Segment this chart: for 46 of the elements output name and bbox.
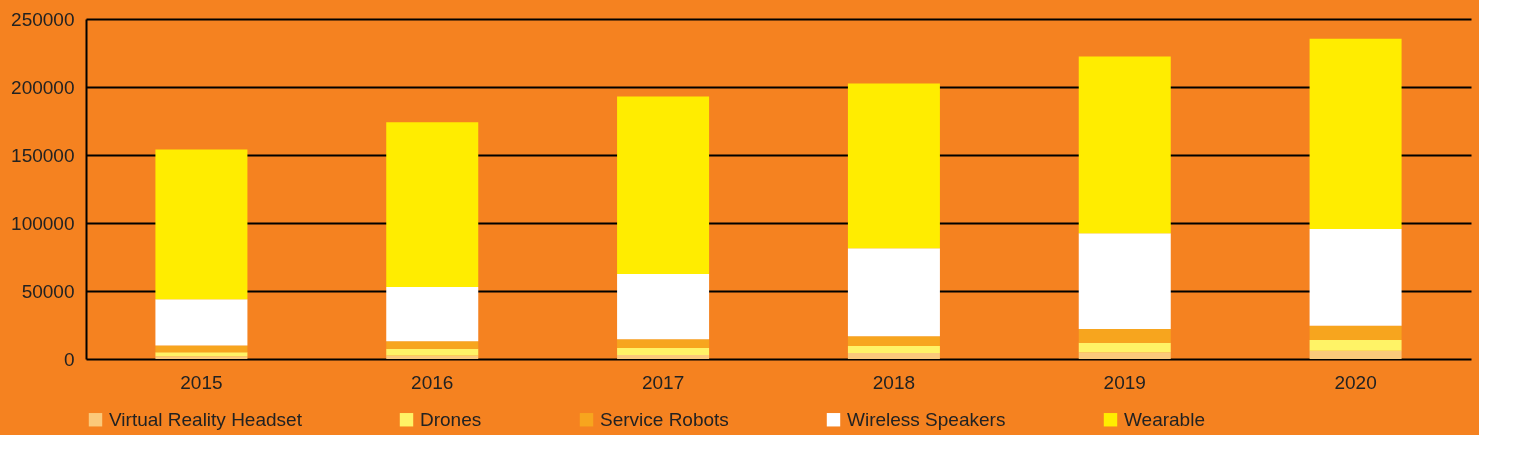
bar — [1309, 325, 1402, 340]
bar — [1078, 352, 1171, 359]
bar — [1309, 229, 1402, 326]
bar — [847, 248, 940, 337]
x-tick-label: 2020 — [1334, 371, 1377, 393]
y-tick-label: 250000 — [11, 8, 75, 30]
bar — [1078, 56, 1171, 234]
y-tick-label: 0 — [63, 348, 75, 370]
bar — [617, 339, 710, 349]
y-tick-label: 200000 — [11, 76, 75, 98]
bar — [1309, 339, 1402, 351]
legend-label: Service Robots — [600, 408, 729, 430]
bar — [386, 122, 479, 287]
x-tick-label: 2018 — [872, 371, 916, 393]
legend-label: Drones — [420, 408, 482, 430]
legend-label: Virtual Reality Headset — [109, 408, 303, 430]
x-tick-label: 2019 — [1103, 371, 1146, 393]
legend-label: Wireless Speakers — [847, 408, 1006, 430]
bar — [847, 346, 940, 353]
bar — [1078, 329, 1171, 343]
bar — [617, 348, 710, 355]
bar — [617, 274, 710, 340]
bar — [1078, 342, 1171, 353]
y-tick-label: 50000 — [21, 280, 75, 302]
bar — [847, 352, 940, 359]
x-tick-label: 2016 — [411, 371, 454, 393]
bar — [1309, 350, 1402, 359]
bar — [386, 341, 479, 349]
bar — [155, 356, 248, 359]
x-tick-label: 2015 — [180, 371, 223, 393]
bar — [617, 354, 710, 359]
y-tick-label: 150000 — [11, 144, 75, 166]
bar — [847, 336, 940, 347]
bar — [155, 352, 248, 357]
bar — [155, 345, 248, 353]
bar — [1309, 38, 1402, 230]
bar — [1078, 233, 1171, 330]
y-tick-label: 100000 — [11, 212, 75, 234]
bar — [386, 348, 479, 356]
bar — [155, 299, 248, 346]
bar — [847, 83, 940, 249]
legend-label: Wearable — [1124, 408, 1205, 430]
x-tick-label: 2017 — [641, 371, 685, 393]
bar — [386, 286, 479, 342]
bar — [155, 149, 248, 300]
bar — [617, 96, 710, 274]
